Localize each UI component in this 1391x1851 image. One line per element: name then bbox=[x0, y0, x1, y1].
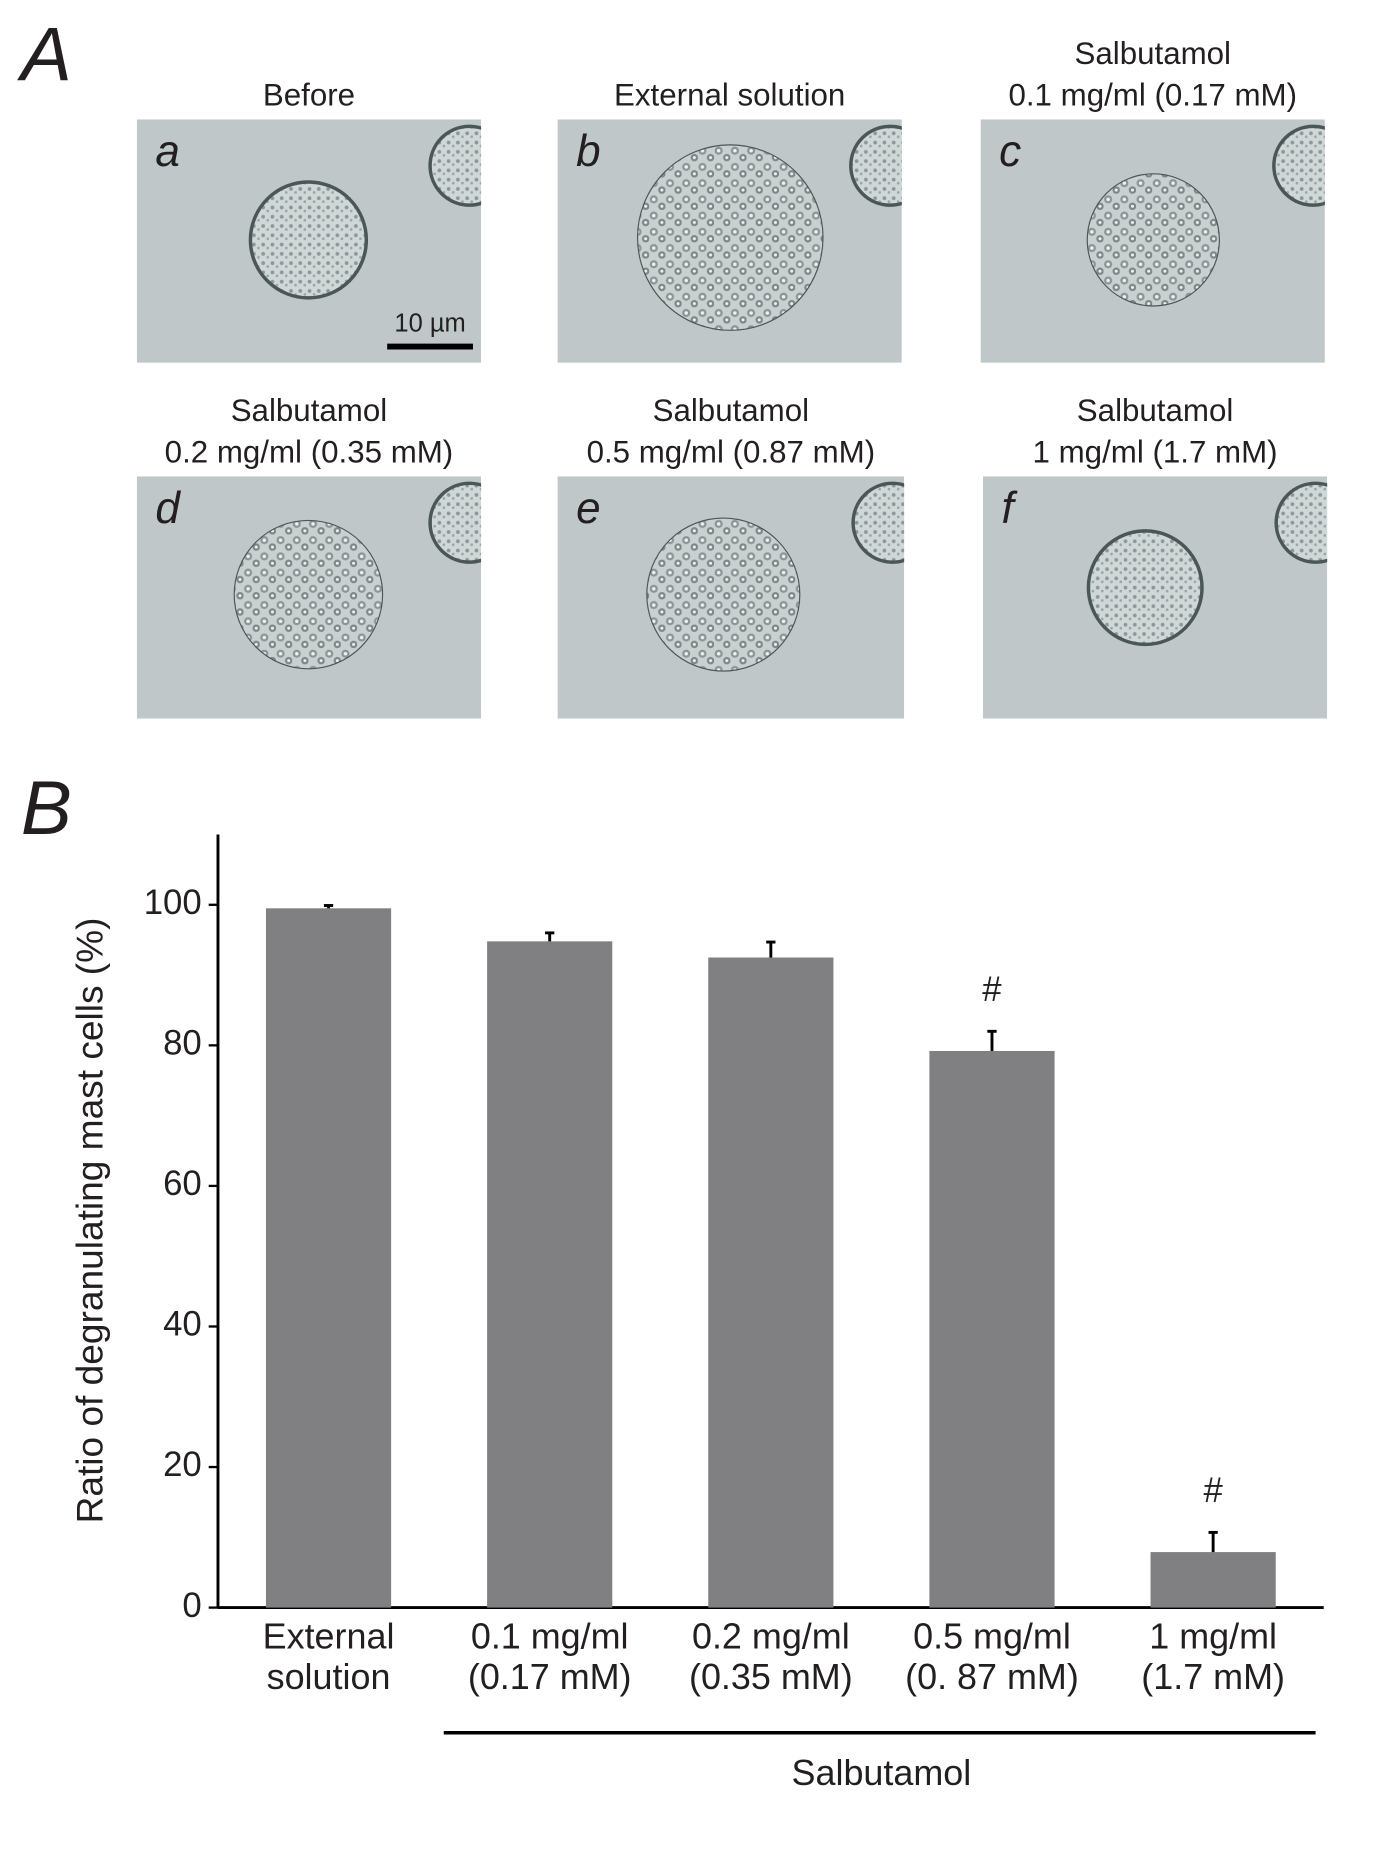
micrograph-title: External solution bbox=[614, 78, 845, 113]
panel-letter: a bbox=[155, 127, 180, 176]
y-tick-label: 20 bbox=[163, 1446, 202, 1484]
micrograph-content bbox=[136, 119, 482, 363]
error-bar bbox=[987, 1029, 997, 1051]
micrograph: b bbox=[557, 119, 902, 363]
significance-mark: # bbox=[1203, 1472, 1223, 1510]
error-bar bbox=[323, 904, 334, 909]
neighbor-cell bbox=[1274, 481, 1328, 564]
micrograph: f bbox=[982, 476, 1328, 719]
micrograph-title: 0.2 mg/ml (0.35 mM) bbox=[165, 435, 454, 470]
y-tick-label: 60 bbox=[163, 1165, 202, 1203]
neighbor-cell bbox=[851, 481, 905, 564]
micrograph-content bbox=[557, 476, 905, 719]
bar bbox=[487, 941, 613, 1608]
micrograph-title: 1 mg/ml (1.7 mM) bbox=[1033, 435, 1278, 470]
micrograph-title: Salbutamol bbox=[1074, 36, 1231, 71]
y-tick-label: 0 bbox=[182, 1587, 201, 1625]
micrograph-title: Salbutamol bbox=[653, 393, 810, 428]
bar bbox=[265, 908, 392, 1608]
neighbor-cell bbox=[428, 124, 482, 207]
neighbor-cell bbox=[1272, 124, 1325, 207]
micrograph-title: 0.5 mg/ml (0.87 mM) bbox=[587, 435, 876, 470]
x-tick-label: 0.5 mg/ml bbox=[913, 1615, 1071, 1656]
micrograph-content bbox=[557, 119, 902, 363]
bar bbox=[708, 957, 834, 1608]
significance-mark: # bbox=[982, 971, 1002, 1009]
panel-label: A bbox=[17, 12, 72, 97]
cell bbox=[646, 517, 801, 672]
bar bbox=[1150, 1552, 1276, 1608]
micrograph-content bbox=[136, 476, 482, 719]
x-tick-label: 0.2 mg/ml bbox=[692, 1615, 850, 1656]
y-tick-label: 80 bbox=[163, 1025, 202, 1063]
panel-letter: d bbox=[155, 484, 181, 533]
group-label: Salbutamol bbox=[792, 1752, 972, 1793]
cell bbox=[248, 180, 369, 300]
x-tick-label: (0.35 mM) bbox=[689, 1656, 853, 1697]
error-bar bbox=[545, 931, 555, 942]
y-tick-label: 40 bbox=[163, 1306, 202, 1344]
micrograph-title: Salbutamol bbox=[1077, 393, 1234, 428]
x-tick-label: 1 mg/ml bbox=[1149, 1615, 1277, 1656]
panel-letter: c bbox=[999, 127, 1021, 176]
x-tick-label: (1.7 mM) bbox=[1141, 1656, 1285, 1697]
neighbor-cell bbox=[428, 481, 482, 564]
cell bbox=[1086, 173, 1220, 307]
bar bbox=[929, 1050, 1055, 1608]
micrograph: c bbox=[980, 119, 1325, 363]
error-bar bbox=[1208, 1530, 1218, 1553]
panel-letter: e bbox=[576, 484, 601, 533]
cell bbox=[233, 519, 384, 670]
x-tick-label: External bbox=[263, 1615, 395, 1656]
micrograph-content bbox=[982, 476, 1328, 719]
micrograph: e bbox=[557, 476, 905, 719]
panel-letter: b bbox=[576, 127, 601, 176]
x-tick-label: solution bbox=[267, 1656, 391, 1697]
error-bar bbox=[766, 940, 776, 958]
x-tick-label: (0.17 mM) bbox=[468, 1656, 632, 1697]
micrograph-content bbox=[980, 119, 1325, 363]
panel-label: B bbox=[21, 766, 72, 851]
y-axis-label: Ratio of degranulating mast cells (%) bbox=[69, 918, 111, 1524]
micrograph-title: Salbutamol bbox=[231, 393, 388, 428]
micrograph-title: 0.1 mg/ml (0.17 mM) bbox=[1008, 78, 1297, 113]
micrograph: d bbox=[136, 476, 482, 719]
neighbor-cell bbox=[849, 124, 902, 207]
scale-bar-label: 10 µm bbox=[394, 309, 465, 337]
x-tick-label: 0.1 mg/ml bbox=[471, 1615, 629, 1656]
micrograph-title: Before bbox=[263, 78, 355, 113]
y-tick-label: 100 bbox=[144, 884, 202, 922]
x-tick-label: (0. 87 mM) bbox=[905, 1656, 1079, 1697]
cell bbox=[636, 144, 824, 331]
cell bbox=[1086, 529, 1204, 647]
micrograph: a bbox=[136, 119, 482, 363]
